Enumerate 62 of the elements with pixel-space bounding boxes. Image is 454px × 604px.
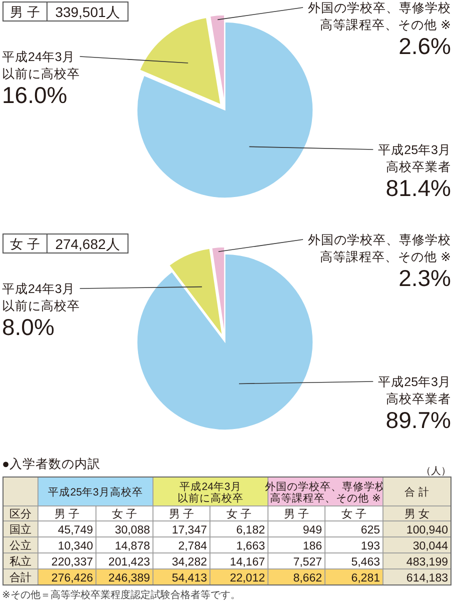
category-label: 私立 — [10, 556, 32, 568]
data-label: 16.0% — [2, 82, 68, 108]
text: 276,426 — [51, 572, 93, 584]
text: 949 — [302, 524, 322, 536]
slice-label: 平成24年3月以前に高校卒 — [2, 50, 80, 81]
category-label: 男 女 — [404, 508, 430, 520]
chart-title: 女 子 — [10, 236, 40, 252]
text: 30,088 — [114, 524, 150, 536]
category-label: 合計 — [10, 572, 32, 584]
text: 区分 — [10, 508, 32, 520]
text: ●入学者数の内訳 — [2, 457, 101, 471]
text: 220,337 — [51, 556, 93, 568]
text: ※その他＝高等学校卒業程度認定試験合格者等です。 — [2, 589, 240, 601]
category-label: 女 子 — [112, 508, 138, 520]
text: 5,463 — [351, 556, 380, 568]
text: 22,012 — [230, 572, 265, 584]
chart-subtitle: 274,682人 — [55, 236, 120, 252]
chart-subtitle: 339,501人 — [55, 4, 120, 20]
data-label: 89.7% — [386, 407, 451, 433]
text: 平成24年3月以前に高校卒 — [178, 480, 244, 504]
text: 54,413 — [172, 572, 207, 584]
data-label: 81.4% — [386, 175, 451, 201]
text: 614,183 — [406, 572, 448, 584]
text: 8,662 — [293, 572, 322, 584]
data-label: 2.6% — [398, 33, 451, 59]
text: 625 — [360, 524, 380, 536]
text: 2,784 — [178, 540, 207, 552]
slice-label: 平成25年3月高校卒業者 — [378, 143, 451, 174]
text: 100,940 — [406, 524, 448, 536]
category-label: 男 子 — [284, 508, 310, 520]
text: 10,340 — [58, 540, 93, 552]
text: 7,527 — [293, 556, 322, 568]
text: 45,749 — [58, 524, 93, 536]
category-label: 男 子 — [54, 508, 80, 520]
slice-label: 外国の学校卒、専修学校高等課程卒、その他 ※ — [308, 233, 451, 264]
text: 14,167 — [230, 556, 265, 568]
category-label: 公立 — [10, 540, 32, 552]
category-label: 女 子 — [226, 508, 252, 520]
text: 186 — [302, 540, 322, 552]
text: 1,663 — [236, 540, 265, 552]
text: 193 — [360, 540, 380, 552]
slice-label: 平成24年3月以前に高校卒 — [2, 282, 80, 313]
data-label: 8.0% — [2, 314, 54, 340]
data-label: 2.3% — [398, 265, 451, 291]
text: 6,281 — [351, 572, 380, 584]
text: 483,199 — [406, 556, 448, 568]
text: 合 計 — [404, 486, 430, 498]
category-label: 国立 — [10, 524, 32, 536]
text: 34,282 — [172, 556, 207, 568]
text: 246,389 — [108, 572, 150, 584]
text: 201,423 — [108, 556, 150, 568]
text: （人） — [421, 466, 451, 477]
text: 平成25年3月高校卒 — [48, 486, 143, 498]
slice-label: 外国の学校卒、専修学校高等課程卒、その他 ※ — [308, 1, 451, 32]
text: 6,182 — [236, 524, 265, 536]
category-label: 男 子 — [168, 508, 194, 520]
text: 14,878 — [114, 540, 150, 552]
slice-label: 平成25年3月高校卒業者 — [378, 375, 451, 406]
chart-title: 男 子 — [10, 4, 40, 20]
text: 17,347 — [172, 524, 207, 536]
category-label: 女 子 — [341, 508, 367, 520]
text: 30,044 — [412, 540, 448, 552]
